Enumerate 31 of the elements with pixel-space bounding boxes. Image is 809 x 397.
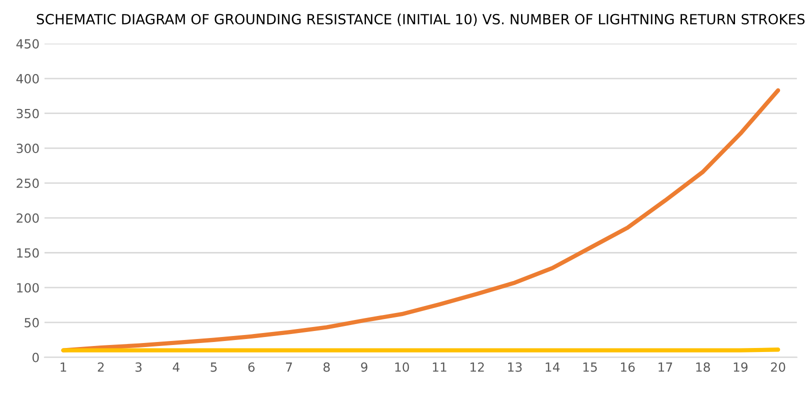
x-tick-label: 18 <box>696 362 710 372</box>
y-tick-label: 150 <box>17 248 39 258</box>
x-tick-label: 12 <box>470 362 484 372</box>
x-tick-label: 10 <box>395 362 409 372</box>
x-tick-label: 19 <box>734 362 748 372</box>
y-tick-label: 450 <box>16 39 39 49</box>
x-tick-label: 13 <box>508 362 522 372</box>
x-tick-label: 20 <box>771 362 786 372</box>
x-tick-label: 5 <box>210 362 217 372</box>
x-tick-label: 8 <box>324 362 330 372</box>
x-tick-label: 6 <box>248 362 255 372</box>
y-tick-label: 350 <box>16 108 39 118</box>
y-tick-label: 200 <box>16 213 39 223</box>
chart-title: SCHEMATIC DIAGRAM OF GROUNDING RESISTANCE (INITIAL 10) VS. NUMBER OF LIGHTNING RETURN STROKES <box>36 14 805 26</box>
x-tick-label: 1 <box>60 362 66 372</box>
y-tick-label: 250 <box>16 178 39 188</box>
x-tick-label: 9 <box>361 362 368 372</box>
x-tick-label: 11 <box>432 362 446 372</box>
y-tick-label: 50 <box>24 318 39 328</box>
x-tick-label: 16 <box>621 362 635 372</box>
x-tick-label: 17 <box>658 362 672 372</box>
x-tick-label: 4 <box>172 362 180 372</box>
x-tick-label: 14 <box>546 362 560 372</box>
x-tick-label: 2 <box>98 362 104 372</box>
x-tick-label: 15 <box>583 362 597 372</box>
x-tick-label: 3 <box>136 362 142 372</box>
y-tick-label: 300 <box>16 144 39 154</box>
x-tick-label: 7 <box>286 362 292 372</box>
y-tick-label: 100 <box>17 283 39 293</box>
y-tick-label: 400 <box>16 74 39 84</box>
y-tick-label: 0 <box>32 352 39 362</box>
